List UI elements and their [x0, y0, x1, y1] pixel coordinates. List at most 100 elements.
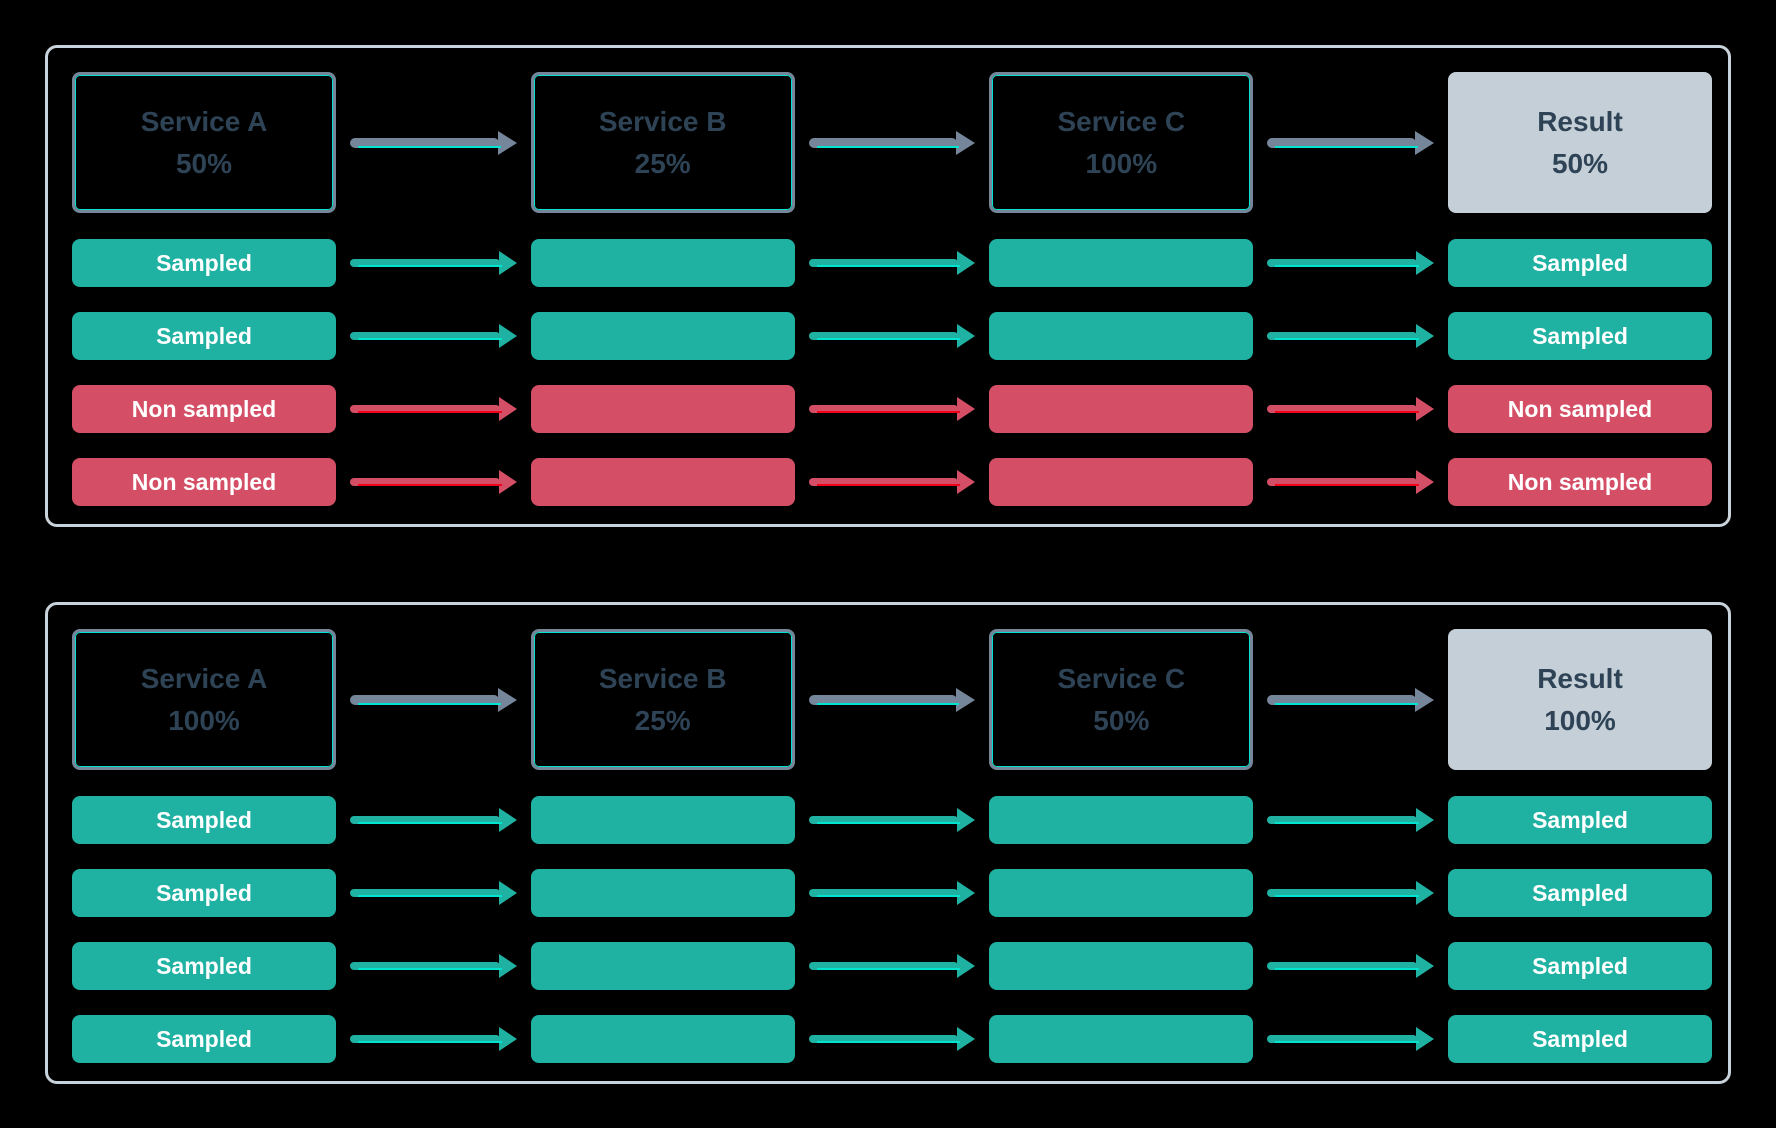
arrow-shaft [808, 962, 960, 970]
sampled-pill: Sampled [72, 869, 336, 917]
arrow-shaft [350, 889, 502, 897]
service-title: Service A [140, 662, 268, 694]
arrowhead-icon [1416, 808, 1434, 832]
sampled-pill [530, 1015, 795, 1063]
sampled-pill: Sampled [72, 1015, 336, 1063]
arrowhead-icon [957, 324, 976, 348]
sampled-arrow [808, 323, 976, 349]
arrowhead-icon [498, 470, 517, 494]
service-title: Service C [1057, 662, 1186, 694]
arrowhead-icon [498, 954, 517, 978]
arrowhead-icon [1416, 1027, 1434, 1051]
top-flow-panel: Service A 50% Service B 25% Service C 100% Res… [45, 45, 1731, 527]
flow-arrow [350, 687, 517, 713]
sampled-arrow [808, 880, 976, 906]
arrow-shaft [350, 405, 502, 413]
sampled-arrow [1267, 953, 1434, 979]
sampling-rate-value: 100% [1544, 704, 1616, 736]
arrow-shaft [1267, 332, 1419, 340]
result-title: Result [1537, 662, 1623, 694]
arrow-shaft [1267, 889, 1419, 897]
sampling-rate-value: 100% [1085, 147, 1158, 179]
sampled-pill: Sampled [72, 312, 336, 360]
arrowhead-icon [956, 130, 976, 155]
sampled-pill [530, 869, 795, 917]
arrow-shaft [808, 405, 960, 413]
trace-row: Sampled Sampled [72, 1015, 1712, 1063]
service-box: Service C 50% [989, 629, 1254, 770]
sampled-arrow [1267, 807, 1434, 833]
sampled-arrow [350, 323, 517, 349]
non-sampled-pill [530, 458, 795, 506]
trace-row: Sampled Sampled [72, 942, 1712, 990]
sampled-arrow [808, 807, 976, 833]
flow-arrow [1267, 130, 1434, 156]
non-sampled-pill [989, 385, 1254, 433]
arrowhead-icon [957, 1027, 976, 1051]
arrow-shaft [1267, 694, 1418, 705]
sampled-arrow [808, 250, 976, 276]
arrow-shaft [1267, 816, 1419, 824]
sampled-pill: Sampled [1448, 796, 1712, 844]
sampling-rate-value: 50% [175, 147, 233, 179]
arrow-shaft [1267, 259, 1419, 267]
non-sampled-pill: Non sampled [72, 458, 336, 506]
service-row: Service A 100% Service B 25% Service C 50% Res… [72, 629, 1712, 770]
arrowhead-icon [1416, 251, 1434, 275]
arrowhead-icon [498, 251, 517, 275]
non-sampled-arrow [808, 469, 976, 495]
arrow-shaft [808, 816, 960, 824]
arrowhead-icon [497, 130, 517, 155]
non-sampled-pill [530, 385, 795, 433]
arrow-shaft [1267, 962, 1419, 970]
arrowhead-icon [498, 324, 517, 348]
arrow-shaft [350, 816, 502, 824]
sampling-rate-value: 25% [634, 147, 691, 179]
flow-arrow [350, 130, 517, 156]
sampled-pill: Sampled [1448, 1015, 1712, 1063]
sampled-pill: Sampled [1448, 239, 1712, 287]
arrow-shaft [808, 694, 959, 705]
sampled-pill: Sampled [72, 239, 336, 287]
arrow-shaft [350, 694, 501, 705]
trace-row: Sampled Sampled [72, 869, 1712, 917]
trace-row: Non sampled Non sampled [72, 385, 1712, 433]
trace-row: Sampled Sampled [72, 312, 1712, 360]
flow-arrow [1267, 687, 1434, 713]
result-title: Result [1537, 105, 1623, 137]
arrow-shaft [808, 1035, 960, 1043]
arrowhead-icon [956, 687, 976, 712]
sampled-pill [989, 312, 1254, 360]
sampling-rate-value: 50% [1093, 704, 1150, 736]
result-box: Result 100% [1448, 629, 1712, 770]
arrow-shaft [808, 137, 959, 148]
sampled-pill: Sampled [1448, 312, 1712, 360]
sampled-arrow [350, 250, 517, 276]
arrowhead-icon [498, 881, 517, 905]
sampled-arrow [350, 953, 517, 979]
sampled-pill [530, 312, 795, 360]
sampling-rate-value: 50% [1551, 147, 1609, 179]
sampled-arrow [1267, 1026, 1434, 1052]
arrowhead-icon [498, 1027, 517, 1051]
arrowhead-icon [1416, 881, 1434, 905]
service-title: Service A [140, 105, 268, 137]
trace-row: Sampled Sampled [72, 239, 1712, 287]
arrow-shaft [1267, 478, 1419, 486]
arrow-shaft [350, 962, 502, 970]
flow-arrow [808, 687, 976, 713]
arrow-shaft [808, 478, 960, 486]
arrowhead-icon [957, 397, 976, 421]
non-sampled-pill: Non sampled [72, 385, 336, 433]
non-sampled-pill: Non sampled [1448, 458, 1712, 506]
bottom-flow-panel: Service A 100% Service B 25% Service C 50% Res… [45, 602, 1731, 1084]
flow-arrow [808, 130, 976, 156]
sampled-arrow [808, 1026, 976, 1052]
non-sampled-arrow [350, 396, 517, 422]
sampled-pill: Sampled [1448, 942, 1712, 990]
arrowhead-icon [957, 470, 976, 494]
arrow-shaft [1267, 405, 1419, 413]
arrowhead-icon [1416, 470, 1434, 494]
service-box: Service A 100% [72, 629, 336, 770]
